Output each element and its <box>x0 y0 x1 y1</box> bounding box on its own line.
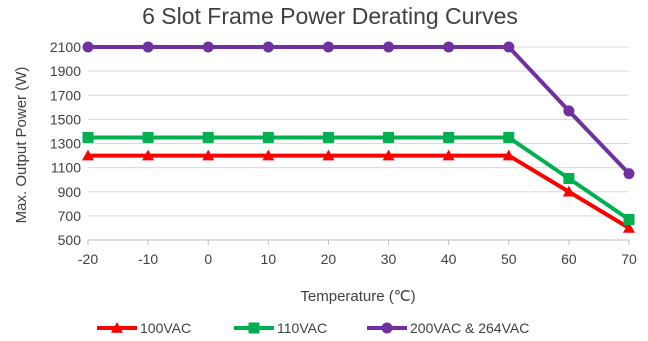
x-tick-label: 50 <box>501 251 517 267</box>
series-0 <box>82 149 635 233</box>
data-point <box>563 172 575 184</box>
data-point <box>262 149 275 161</box>
data-point <box>82 131 94 143</box>
x-tick-label: -10 <box>138 251 158 267</box>
legend-marker <box>248 322 260 334</box>
data-point <box>142 149 155 161</box>
series-2 <box>82 41 635 180</box>
data-point <box>262 131 274 143</box>
data-point <box>562 185 575 197</box>
y-tick-label: 1700 <box>50 87 81 103</box>
x-tick-labels: -20 -10 0 10 20 30 40 50 60 70 <box>78 251 637 267</box>
y-tick-label: 700 <box>58 208 82 224</box>
x-tick-label: 60 <box>561 251 577 267</box>
x-tick-label: 30 <box>381 251 397 267</box>
data-point <box>502 149 515 161</box>
data-point <box>623 213 635 225</box>
y-tick-labels: 500 700 900 1100 1300 1500 1700 1900 2100 <box>50 39 81 248</box>
y-tick-label: 1900 <box>50 63 81 79</box>
legend: 100VAC 110VAC 200VAC & 264VAC <box>97 320 529 336</box>
data-point <box>563 105 575 117</box>
y-tick-label: 1500 <box>50 111 81 127</box>
legend-label: 100VAC <box>140 320 191 336</box>
axes <box>87 239 630 245</box>
data-point <box>443 131 455 143</box>
x-tick-label: 70 <box>621 251 637 267</box>
data-point <box>383 41 395 53</box>
data-point <box>202 149 215 161</box>
data-point <box>623 168 635 180</box>
data-point <box>442 149 455 161</box>
data-point <box>503 41 515 53</box>
data-point <box>322 131 334 143</box>
y-tick-label: 900 <box>58 184 82 200</box>
data-point <box>202 131 214 143</box>
y-tick-label: 1300 <box>50 136 81 152</box>
x-tick-label: 0 <box>204 251 212 267</box>
data-point <box>382 149 395 161</box>
series-line <box>88 153 631 230</box>
data-point <box>623 221 635 233</box>
data-point <box>262 41 274 53</box>
gridlines <box>88 46 629 217</box>
y-axis-title: Max. Output Power (W) <box>13 67 30 224</box>
data-point <box>142 131 154 143</box>
x-tick-label: 10 <box>261 251 277 267</box>
data-point <box>503 131 515 143</box>
y-tick-label: 2100 <box>50 39 81 55</box>
x-axis-title: Temperature (℃) <box>300 288 415 305</box>
series-group <box>82 41 635 233</box>
data-point <box>322 149 335 161</box>
x-tick-label: 20 <box>321 251 337 267</box>
data-point <box>142 41 154 53</box>
series-line <box>88 45 631 176</box>
legend-item-2: 200VAC & 264VAC <box>367 320 529 336</box>
data-point <box>82 41 94 53</box>
data-point <box>82 149 94 161</box>
data-point <box>322 41 334 53</box>
y-tick-label: 1100 <box>51 160 81 176</box>
series-1 <box>82 131 635 225</box>
data-point <box>443 41 455 53</box>
series-line <box>88 135 631 222</box>
legend-item-0: 100VAC <box>97 320 191 336</box>
x-tick-label: 40 <box>441 251 457 267</box>
data-point <box>383 131 395 143</box>
y-tick-label: 500 <box>58 232 82 248</box>
legend-label: 200VAC & 264VAC <box>410 320 529 336</box>
legend-marker <box>381 322 393 334</box>
data-point <box>202 41 214 53</box>
legend-label: 110VAC <box>277 320 327 336</box>
chart-title: 6 Slot Frame Power Derating Curves <box>142 3 518 29</box>
legend-marker <box>111 322 123 333</box>
legend-item-1: 110VAC <box>234 320 327 336</box>
x-tick-label: -20 <box>78 251 98 267</box>
